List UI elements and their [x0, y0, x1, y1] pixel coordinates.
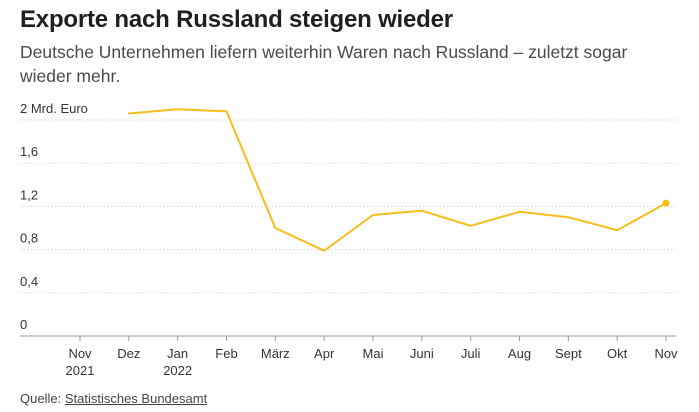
- x-tick-label: Aug: [508, 346, 531, 361]
- x-tick-label: Juni: [410, 346, 434, 361]
- x-tick-label: Jan: [167, 346, 188, 361]
- y-tick-label: 0,8: [20, 231, 38, 246]
- x-tick-label: Feb: [215, 346, 237, 361]
- source-link[interactable]: Statistisches Bundesamt: [64, 391, 208, 406]
- data-point: [177, 108, 179, 110]
- y-tick-label: 1,6: [20, 144, 38, 159]
- x-tick-year-label: 2021: [66, 363, 95, 378]
- data-point: [128, 113, 130, 115]
- chart-subtitle: Deutsche Unternehmen liefern weiterhin W…: [20, 42, 628, 86]
- x-tick-label: Okt: [607, 346, 628, 361]
- data-point: [421, 210, 423, 212]
- source-label: Quelle:: [20, 391, 62, 406]
- series-line: [127, 108, 667, 252]
- x-tick-label: Apr: [314, 346, 335, 361]
- x-tick-label: Sept: [555, 346, 582, 361]
- data-point: [372, 214, 374, 216]
- y-tick-label: 2 Mrd. Euro: [20, 101, 88, 116]
- x-tick-label: Dez: [117, 346, 140, 361]
- chart-title: Exporte nach Russland steigen wieder: [20, 6, 453, 33]
- data-point: [470, 225, 472, 227]
- x-tick-label: Nov: [68, 346, 92, 361]
- x-tick-year-label: 2022: [163, 363, 192, 378]
- end-point-marker: [662, 199, 670, 207]
- source-note: Quelle: Statistisches Bundesamt: [20, 391, 207, 406]
- data-point: [567, 216, 569, 218]
- x-tick-label: Juli: [461, 346, 481, 361]
- x-tick-label: März: [261, 346, 290, 361]
- data-point: [323, 250, 325, 252]
- data-point: [226, 110, 228, 112]
- data-point: [519, 211, 521, 213]
- x-tick-label: Nov: [654, 346, 678, 361]
- x-tick-label: Mai: [363, 346, 384, 361]
- y-tick-label: 0,4: [20, 274, 38, 289]
- y-tick-label: 1,2: [20, 187, 38, 202]
- y-tick-label: 0: [20, 317, 27, 332]
- data-point: [274, 227, 276, 229]
- data-point: [616, 229, 618, 231]
